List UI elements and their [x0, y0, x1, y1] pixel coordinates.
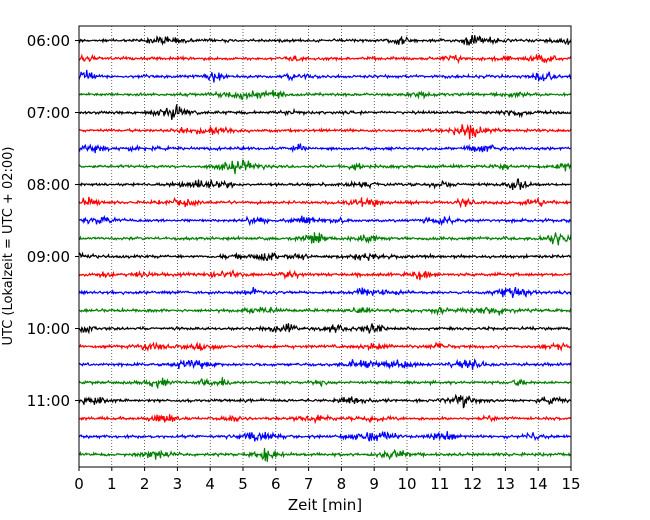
y-tick-label: 09:00 — [27, 248, 70, 266]
trace-line — [78, 214, 572, 227]
trace-line — [78, 178, 572, 191]
trace-line — [78, 232, 572, 246]
x-tick-label: 7 — [304, 475, 314, 493]
x-tick-label: 12 — [463, 475, 482, 493]
y-tick-label: 08:00 — [27, 176, 70, 194]
x-tick-label: 11 — [430, 475, 449, 493]
x-tick-label: 9 — [369, 475, 379, 493]
trace-line — [78, 431, 572, 442]
trace-line — [78, 357, 572, 370]
trace-line — [78, 143, 572, 154]
trace-line — [78, 251, 572, 262]
trace-line — [78, 268, 572, 281]
trace-line — [78, 53, 572, 65]
x-tick-label: 6 — [271, 475, 281, 493]
y-tick-label: 07:00 — [27, 104, 70, 122]
trace-line — [78, 69, 572, 83]
x-tick-label: 4 — [205, 475, 215, 493]
trace-line — [78, 196, 572, 209]
trace-line — [78, 306, 572, 317]
x-axis-ticks: 0 1 2 3 4 5 6 7 8 9 10 11 12 13 14 15 — [74, 467, 581, 493]
trace-line — [78, 447, 572, 462]
x-tick-label: 1 — [107, 475, 117, 493]
y-tick-label: 11:00 — [27, 392, 70, 410]
y-tick-label: 06:00 — [27, 32, 70, 50]
x-tick-label: 0 — [74, 475, 84, 493]
trace-line — [78, 104, 572, 120]
trace-line — [78, 323, 572, 335]
seismic-traces — [78, 35, 572, 462]
trace-line — [78, 377, 572, 390]
trace-line — [78, 413, 572, 425]
y-axis-ticks: 06:00 07:00 08:00 09:00 10:00 11:00 — [27, 32, 79, 410]
x-tick-label: 15 — [561, 475, 580, 493]
trace-line — [78, 159, 572, 175]
y-axis-label: UTC (Lokalzeit = UTC + 02:00) — [1, 147, 16, 346]
x-axis-label: Zeit [min] — [288, 496, 362, 514]
x-tick-label: 8 — [337, 475, 347, 493]
x-tick-label: 3 — [173, 475, 183, 493]
trace-line — [78, 89, 572, 101]
trace-line — [78, 123, 572, 140]
x-tick-label: 5 — [238, 475, 248, 493]
trace-line — [78, 286, 572, 298]
trace-line — [78, 35, 572, 46]
x-tick-label: 10 — [397, 475, 416, 493]
trace-line — [78, 393, 572, 409]
y-tick-label: 10:00 — [27, 320, 70, 338]
x-tick-label: 14 — [529, 475, 548, 493]
plot-frame — [78, 25, 572, 468]
x-tick-label: 13 — [496, 475, 515, 493]
trace-line — [78, 341, 572, 353]
x-tick-label: 2 — [140, 475, 150, 493]
